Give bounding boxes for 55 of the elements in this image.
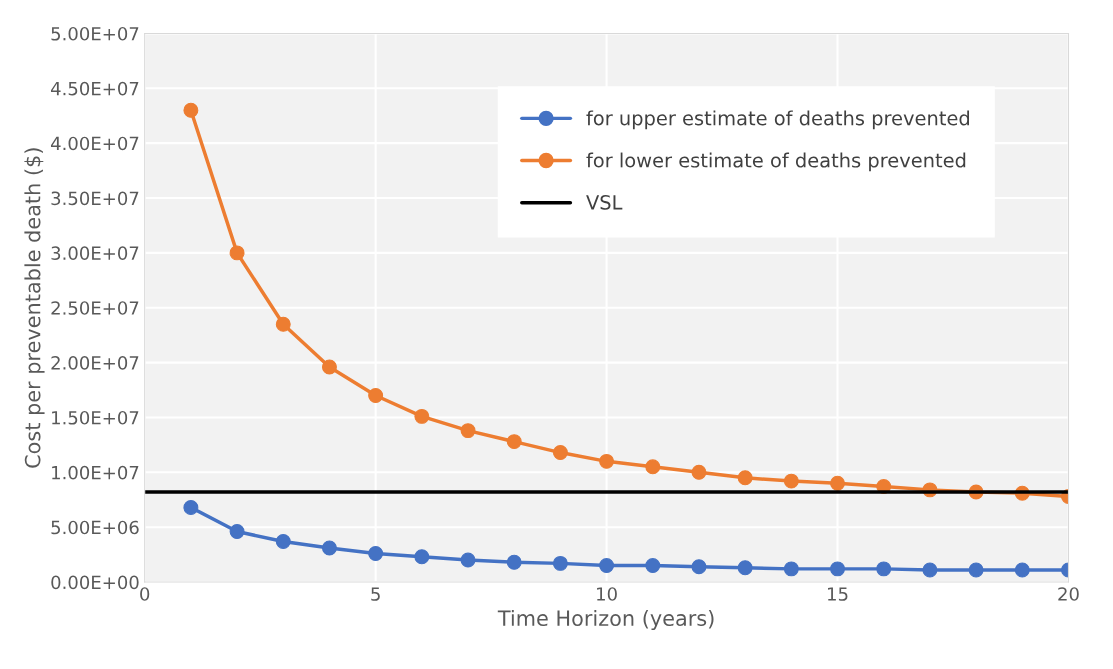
x-tick-label: 15: [828, 587, 848, 601]
point: [460, 423, 476, 439]
x-tick-label: 5: [371, 587, 380, 601]
point: [968, 562, 984, 578]
point: [275, 316, 291, 332]
y-tick-label: 0.00E+00: [51, 575, 139, 590]
point: [830, 561, 845, 577]
legend-label: VSL: [586, 195, 623, 210]
point: [552, 555, 568, 571]
point: [368, 546, 384, 561]
point: [321, 540, 337, 556]
point: [691, 559, 707, 575]
legend-label: for upper estimate of deaths prevented: [586, 110, 969, 130]
x-tick-label: 10: [597, 587, 617, 601]
point: [783, 561, 799, 577]
y-tick-label: 2.50E+07: [51, 301, 139, 315]
point: [414, 549, 430, 565]
point: [229, 245, 245, 261]
x-tick-label: 20: [1058, 587, 1079, 601]
y-tick-label: 5.00E+06: [51, 520, 139, 535]
point: [229, 524, 245, 540]
point: [275, 533, 291, 549]
x-axis-title: Time Horizon (years): [497, 609, 714, 631]
point: [645, 558, 661, 574]
point: [414, 408, 430, 424]
y-tick-label: 4.00E+07: [51, 136, 139, 151]
y-tick-label: 5.00E+07: [51, 26, 139, 41]
point: [506, 434, 522, 450]
point: [645, 459, 661, 475]
y-tick-label: 3.00E+07: [51, 246, 139, 260]
x-tick-label: 0: [140, 587, 150, 601]
point: [876, 561, 892, 577]
point: [1014, 562, 1030, 578]
point: [506, 554, 522, 570]
point: [599, 558, 615, 574]
point: [783, 473, 799, 489]
point: [830, 475, 845, 491]
point: [183, 102, 199, 118]
point: [737, 560, 753, 576]
y-tick-label: 3.50E+07: [51, 191, 139, 206]
y-tick-label: 2.00E+07: [51, 356, 139, 370]
point: [922, 562, 938, 578]
y-tick-label: 1.00E+07: [52, 465, 139, 480]
y-tick-label: 4.50E+07: [51, 81, 139, 96]
point: [691, 464, 707, 480]
legend-label: for lower estimate of deaths prevented: [586, 152, 966, 172]
point: [552, 445, 568, 461]
y-tick-label: 1.50E+07: [52, 410, 139, 425]
y-axis-title: Cost per preventable death ($): [24, 148, 45, 468]
point: [599, 453, 615, 469]
point: [183, 499, 199, 515]
point: [737, 470, 753, 486]
point: [368, 388, 384, 403]
point: [321, 359, 337, 375]
point: [460, 552, 476, 568]
